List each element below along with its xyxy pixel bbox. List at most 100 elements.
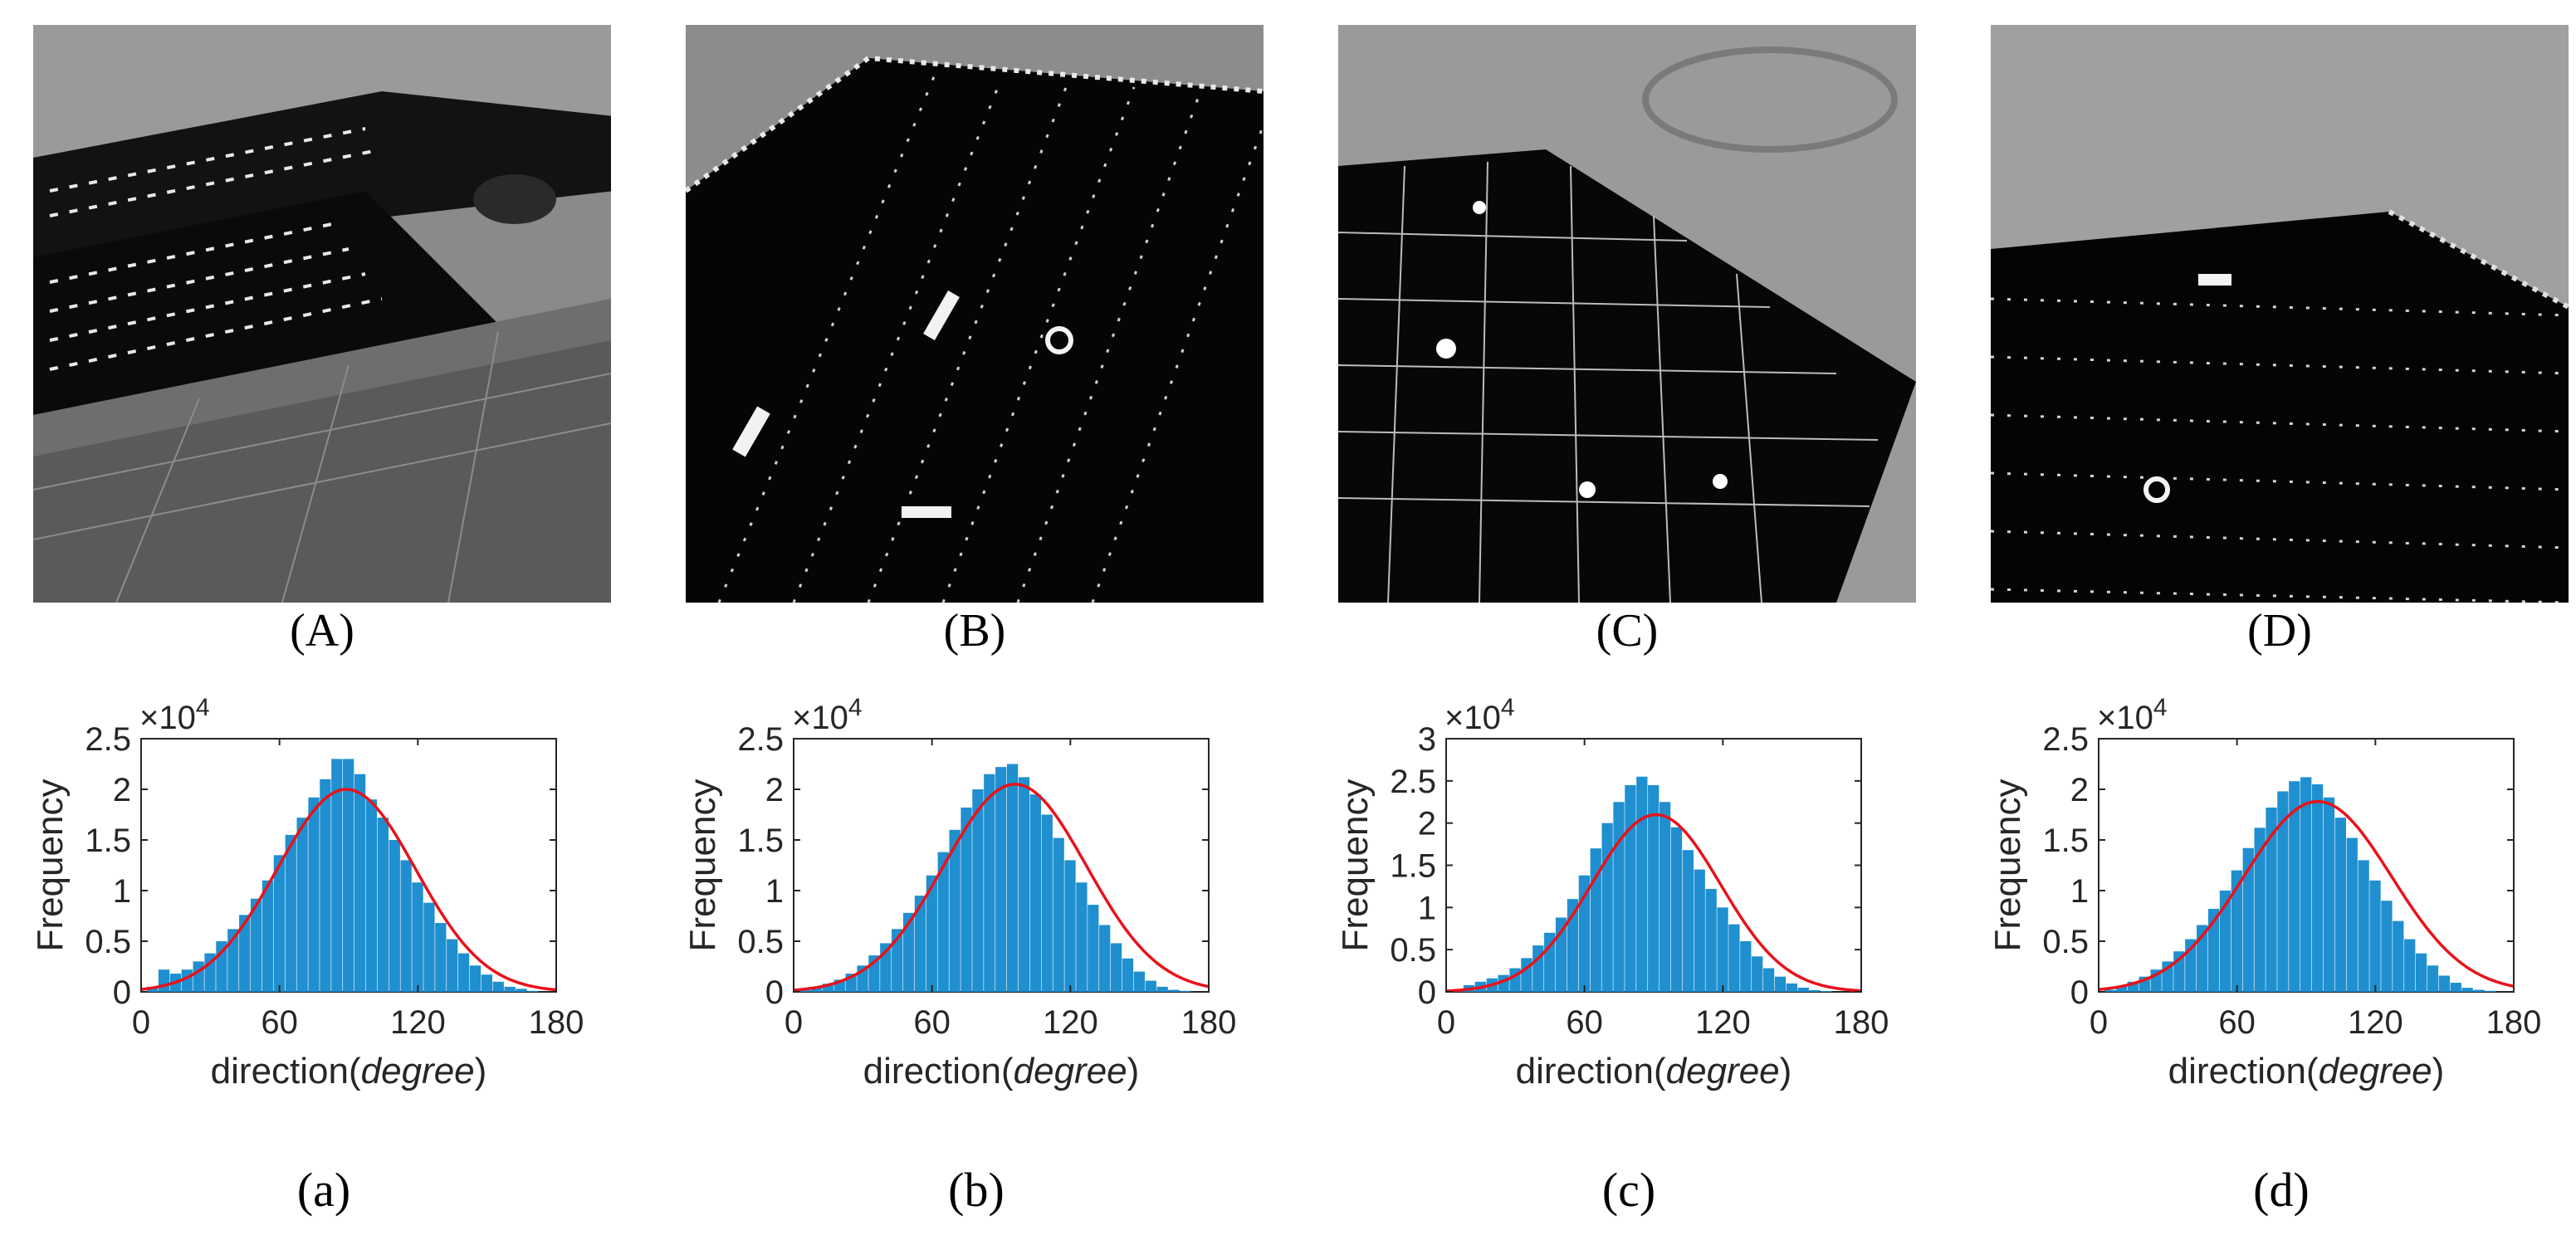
- histogram-bar: [2311, 784, 2324, 992]
- y-tick-label: 1.5: [85, 823, 131, 859]
- histogram-bar: [2450, 983, 2461, 992]
- histogram-bar: [1006, 764, 1019, 992]
- histogram-bar: [193, 961, 204, 992]
- histogram-bar: [469, 965, 481, 992]
- histogram-bar: [984, 774, 995, 992]
- histogram-bar: [949, 829, 961, 992]
- x-tick-label: 0: [132, 1004, 150, 1041]
- histogram-bar: [995, 767, 1007, 992]
- x-tick-label: 0: [2090, 1004, 2108, 1041]
- histogram-bar: [937, 852, 949, 992]
- y-tick-label: 0.5: [85, 924, 131, 960]
- histogram-bars: [146, 759, 539, 992]
- x-axis-label: direction(degree): [211, 1051, 487, 1091]
- histogram-bar: [1521, 958, 1532, 992]
- histogram-bar: [914, 896, 926, 992]
- y-tick-label: 1.5: [737, 823, 784, 859]
- histogram-bar: [377, 818, 389, 992]
- histogram-bar: [1705, 888, 1717, 992]
- histogram-bar: [492, 981, 504, 992]
- y-tick-label: 2: [2070, 772, 2089, 808]
- x-tick-label: 180: [529, 1004, 584, 1041]
- histogram-bars: [2104, 777, 2496, 992]
- histogram-bar: [1168, 989, 1180, 992]
- x-axis-label: direction(degree): [1516, 1051, 1792, 1091]
- y-tick-label: 0.5: [2042, 924, 2089, 960]
- histogram-bar: [1752, 956, 1763, 992]
- y-tick-label: 0: [2070, 974, 2089, 1011]
- histogram-bar: [1821, 990, 1832, 992]
- histogram-bar: [2207, 908, 2220, 992]
- histogram-bar: [822, 984, 834, 992]
- histogram-bar: [227, 929, 239, 992]
- histogram-bar: [1682, 850, 1694, 992]
- histogram-bar: [2334, 818, 2347, 992]
- histogram-bar: [1018, 777, 1030, 992]
- histogram-bar: [204, 953, 216, 992]
- y-tick-label: 0.5: [737, 924, 784, 960]
- histogram-bar: [1088, 905, 1099, 992]
- x-tick-label: 120: [1043, 1004, 1098, 1041]
- histogram-bar: [1636, 776, 1648, 992]
- histogram-bar: [389, 840, 400, 992]
- photo-label-b: (B): [943, 605, 1006, 657]
- histogram-bar: [2438, 975, 2451, 992]
- histogram-bar: [400, 860, 412, 992]
- histogram-bar: [285, 834, 296, 992]
- histogram-bar: [343, 759, 354, 992]
- histogram-bar: [308, 797, 320, 992]
- histogram-bar: [1053, 837, 1064, 992]
- panel-label-a: (a): [296, 1163, 351, 1217]
- histogram-bar: [2242, 847, 2254, 992]
- histogram-bar: [1145, 980, 1156, 992]
- y-multiplier: ×104: [1444, 694, 1515, 736]
- histogram-bar: [2254, 828, 2266, 992]
- gaussian-fit-line: [1445, 813, 1862, 993]
- histogram-bar: [1762, 968, 1775, 992]
- histogram-bar: [902, 912, 915, 992]
- y-tick-label: 1: [113, 873, 131, 910]
- histogram-bar: [1694, 869, 1705, 992]
- histogram-bar: [2461, 988, 2473, 992]
- histogram-bar: [1797, 987, 1809, 992]
- y-tick-label: 2: [1418, 806, 1436, 842]
- histogram-bar: [2300, 777, 2312, 992]
- y-tick-label: 1: [1418, 890, 1436, 926]
- x-tick-label: 180: [1181, 1004, 1237, 1041]
- histogram-bar: [1555, 917, 1567, 992]
- photo-b: [686, 25, 1264, 603]
- y-tick-label: 3: [1418, 721, 1436, 758]
- photo-d: [1991, 25, 2569, 603]
- x-tick-label: 60: [913, 1004, 951, 1041]
- y-multiplier: ×104: [139, 694, 210, 736]
- histogram-bar: [972, 789, 984, 992]
- panel-label-d: (d): [2253, 1163, 2310, 1217]
- gaussian-fit-line: [140, 788, 557, 992]
- y-tick-label: 1.5: [1390, 848, 1436, 885]
- histogram-c: 0 0.5 1 1.5 2 2.5 3 0 60 120 180 ×104 direction(degr…: [1322, 689, 1889, 1137]
- histogram-bar: [1717, 907, 1728, 992]
- y-tick-label: 0: [1418, 974, 1436, 1011]
- x-tick-label: 180: [1834, 1004, 1889, 1041]
- histogram-bar: [457, 953, 470, 992]
- histogram-bar: [2427, 965, 2439, 992]
- histogram-bar: [1567, 899, 1579, 992]
- histogram-bars: [799, 764, 1191, 992]
- histogram-bar: [158, 969, 170, 992]
- histogram-bar: [2323, 797, 2335, 992]
- histogram-b: 0 0.5 1 1.5 2 2.5 0 60 120 180 ×104 direction(degre…: [669, 689, 1236, 1137]
- histogram-bar: [1064, 860, 1076, 992]
- histogram-bar: [262, 880, 274, 992]
- histogram-bar: [412, 882, 423, 992]
- histogram-bar: [1110, 943, 1122, 992]
- histogram-bar: [527, 990, 539, 992]
- histogram-bar: [2393, 920, 2404, 992]
- x-tick-label: 120: [1695, 1004, 1751, 1041]
- x-tick-label: 0: [785, 1004, 803, 1041]
- histogram-bar: [2415, 953, 2427, 992]
- y-tick-label: 1: [765, 873, 784, 910]
- y-axis-label: Frequency: [30, 779, 71, 952]
- histogram-bar: [250, 898, 262, 992]
- x-tick-label: 60: [2218, 1004, 2256, 1041]
- x-tick-label: 0: [1437, 1004, 1455, 1041]
